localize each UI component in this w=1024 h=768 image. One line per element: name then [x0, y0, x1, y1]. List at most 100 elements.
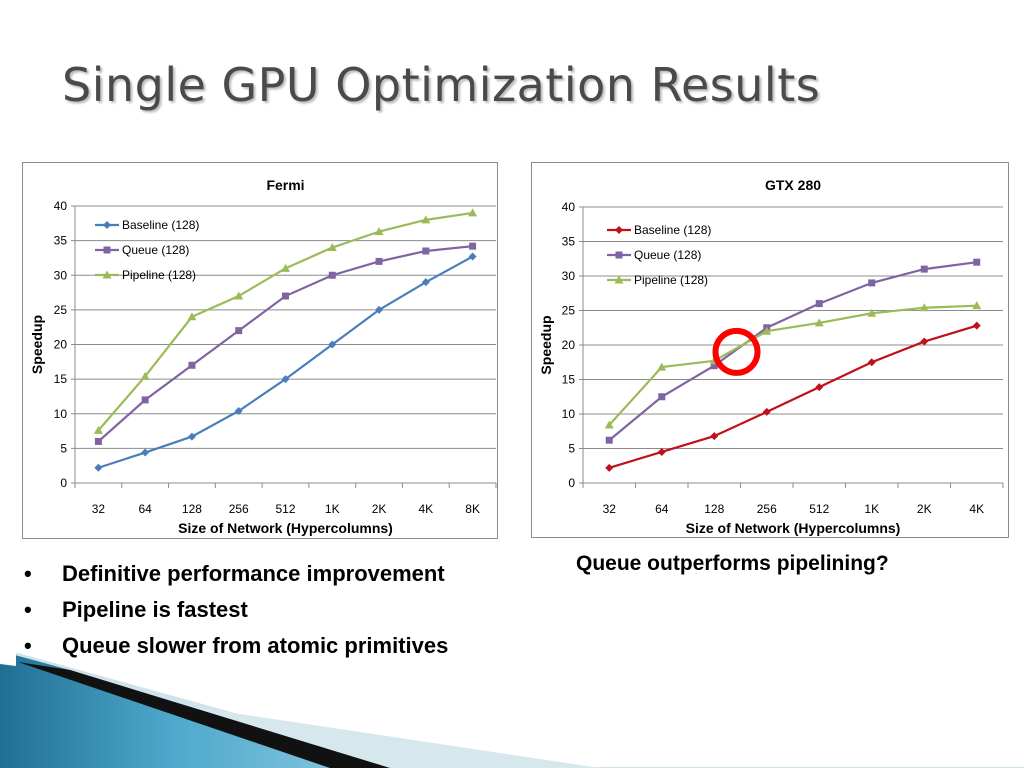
gtx-data-point	[972, 321, 981, 330]
gtx-y-tick-label: 10	[562, 407, 576, 421]
bullet-item: • Queue slower from atomic primitives	[22, 630, 448, 666]
gtx-y-tick-label: 15	[562, 373, 576, 387]
gtx-x-tick-label: 1K	[864, 502, 879, 516]
chart-fermi-svg: Fermi 0 5 10 15 20 25 30 35 40 32 64 128 256 512 1K 2K 4K…	[29, 177, 497, 536]
gtx-data-point	[604, 420, 614, 429]
fermi-x-tick-label: 64	[138, 502, 152, 516]
gtx-x-axis-label: Size of Network (Hypercolumns)	[686, 520, 901, 536]
fermi-x-tick-label: 512	[275, 502, 295, 516]
fermi-legend-label: Queue (128)	[122, 243, 189, 257]
fermi-y-axis-label: Speedup	[29, 315, 45, 374]
gtx-y-tick-label: 0	[568, 476, 575, 490]
fermi-y-tick-label: 15	[54, 372, 68, 386]
gtx-data-point	[920, 337, 929, 346]
fermi-data-point	[375, 257, 383, 265]
fermi-legend-marker	[103, 221, 111, 229]
gtx-data-point	[868, 279, 876, 287]
fermi-data-point	[141, 396, 149, 404]
gtx-y-tick-label: 5	[568, 442, 575, 456]
gtx-legend-marker	[614, 275, 624, 284]
gtx-data-point	[657, 447, 666, 456]
fermi-data-point	[140, 371, 150, 380]
bullet-text: Pipeline is fastest	[62, 597, 248, 622]
fermi-legend-marker	[102, 270, 112, 279]
bullet-item: • Pipeline is fastest	[22, 594, 448, 630]
gtx-data-point	[973, 258, 981, 266]
gtx-data-point	[605, 463, 614, 472]
fermi-data-point	[468, 208, 478, 217]
chart-gtx280-svg: GTX 280 0 5 10 15 20 25 30 35 40 32 64 128 256 512 1K 2K…	[538, 177, 1004, 536]
gtx-y-tick-label: 40	[562, 200, 576, 214]
bullet-list: • Definitive performance improvement • Pip…	[22, 558, 448, 666]
fermi-legend-label: Pipeline (128)	[122, 268, 196, 282]
gtx-annotation-circle	[712, 327, 761, 376]
gtx-y-tick-label: 35	[562, 235, 576, 249]
gtx-x-tick-label: 128	[704, 502, 724, 516]
fermi-data-point	[187, 312, 197, 321]
chart-fermi: Fermi 0 5 10 15 20 25 30 35 40 32 64 128 256 512 1K 2K 4K…	[22, 162, 498, 539]
fermi-x-tick-label: 4K	[418, 502, 433, 516]
fermi-data-point	[281, 263, 290, 272]
fermi-x-tick-label: 256	[229, 502, 249, 516]
gtx-series-line-1	[608, 261, 977, 442]
fermi-x-tick-label: 1K	[325, 502, 340, 516]
gtx-x-tick-label: 64	[655, 502, 669, 516]
fermi-data-point	[93, 425, 103, 434]
fermi-y-tick-label: 10	[54, 407, 68, 421]
gtx-legend-marker	[615, 251, 623, 259]
decor-corner-notch	[0, 648, 16, 666]
gtx-y-axis-label: Speedup	[538, 315, 554, 374]
gtx-data-point	[815, 383, 824, 392]
gtx-data-point	[867, 308, 877, 317]
gtx-legend-label: Queue (128)	[634, 248, 701, 262]
bullet-text: Definitive performance improvement	[62, 561, 445, 586]
gtx-data-point	[814, 318, 824, 327]
fermi-data-point	[421, 278, 430, 287]
fermi-x-tick-label: 32	[92, 502, 106, 516]
fermi-data-point	[469, 242, 477, 250]
gtx-x-tick-label: 2K	[917, 502, 932, 516]
gtx-data-point	[920, 265, 928, 273]
fermi-legend-label: Baseline (128)	[122, 218, 199, 232]
gtx-y-tick-label: 30	[562, 269, 576, 283]
gtx-legend-label: Baseline (128)	[634, 223, 711, 237]
slide-title: Single GPU Optimization Results	[62, 58, 821, 112]
gtx-data-point	[815, 300, 823, 308]
gtx-data-point	[762, 407, 771, 416]
gtx-x-tick-label: 512	[809, 502, 829, 516]
fermi-y-tick-label: 20	[54, 338, 68, 352]
fermi-data-point	[234, 291, 244, 300]
fermi-y-tick-label: 40	[54, 199, 68, 213]
gtx-x-tick-label: 256	[757, 502, 777, 516]
gtx-series-line-0	[608, 324, 978, 469]
gtx-x-tick-label: 4K	[969, 502, 984, 516]
fermi-data-point	[282, 292, 289, 300]
fermi-x-tick-label: 128	[182, 502, 202, 516]
fermi-y-tick-label: 5	[60, 441, 67, 455]
fermi-y-tick-label: 35	[54, 234, 68, 248]
fermi-data-point	[328, 340, 337, 349]
chart-gtx280: GTX 280 0 5 10 15 20 25 30 35 40 32 64 128 256 512 1K 2K…	[531, 162, 1009, 538]
fermi-data-point	[422, 247, 430, 255]
bullet-marker: •	[24, 597, 32, 622]
fermi-data-point	[94, 437, 102, 445]
fermi-legend-marker	[103, 246, 111, 254]
gtx-data-point	[658, 393, 666, 401]
fermi-data-point	[187, 432, 196, 441]
fermi-x-tick-label: 2K	[372, 502, 387, 516]
bullet-marker: •	[24, 561, 32, 586]
fermi-y-tick-label: 30	[54, 268, 68, 282]
gtx-title: GTX 280	[765, 177, 821, 193]
fermi-series-line-0	[98, 255, 474, 469]
gtx-data-point	[972, 301, 982, 310]
gtx-x-tick-label: 32	[603, 502, 617, 516]
side-note: Queue outperforms pipelining?	[576, 552, 889, 575]
fermi-data-point	[188, 361, 196, 369]
fermi-data-point	[94, 463, 103, 472]
fermi-x-axis-label: Size of Network (Hypercolumns)	[178, 520, 393, 536]
gtx-legend-marker	[615, 226, 623, 234]
fermi-data-point	[374, 227, 384, 236]
fermi-x-tick-label: 8K	[465, 502, 480, 516]
fermi-y-tick-label: 25	[54, 303, 68, 317]
gtx-y-tick-label: 20	[562, 338, 576, 352]
